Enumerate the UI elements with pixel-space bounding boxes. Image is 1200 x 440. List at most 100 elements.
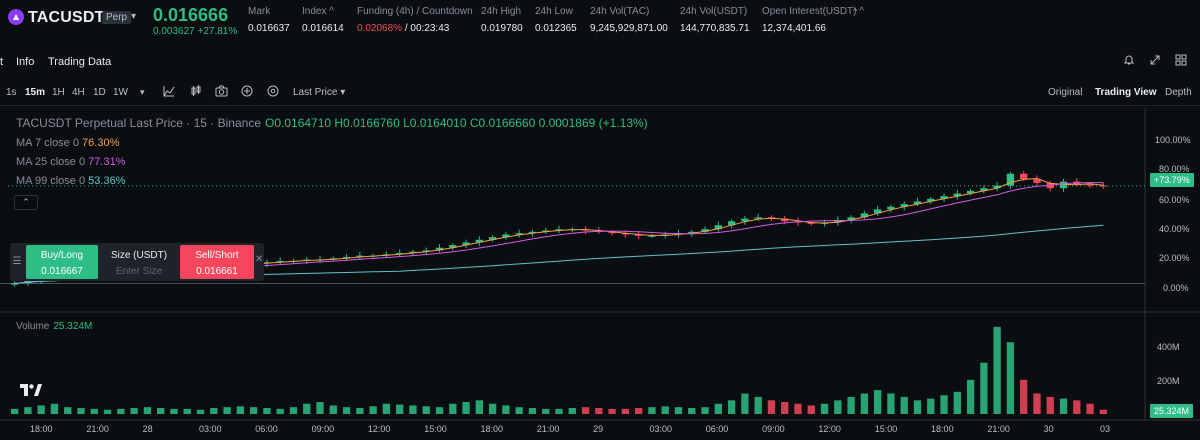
ma7-label: MA 7 close 0: [16, 137, 79, 149]
candle-body: [741, 218, 749, 222]
stat-value: 0.012365: [535, 23, 577, 34]
crosshair-settings-icon[interactable]: [267, 85, 279, 100]
close-icon[interactable]: ✕: [255, 254, 264, 265]
stat-value: 0.016637: [248, 23, 290, 34]
volume-bar: [1020, 379, 1028, 414]
volume-bar: [608, 408, 616, 414]
stat-value: 9,245,929,871.00: [590, 23, 668, 34]
camera-icon[interactable]: [215, 85, 228, 100]
legend-title: TACUSDT Perpetual Last Price · 15 · Bina…: [16, 116, 261, 130]
volume-bar: [807, 405, 815, 414]
price-type-select[interactable]: Last Price ▾: [293, 87, 345, 98]
drag-handle-icon[interactable]: ☰: [12, 256, 22, 267]
stat-open-interest[interactable]: Open Interest(USDT) ^ 12,374,401.66: [762, 6, 864, 34]
ma25-label: MA 25 close 0: [16, 156, 86, 168]
volume-bar: [1099, 409, 1108, 414]
volume-bar: [289, 407, 298, 414]
timeframe-1d[interactable]: 1D: [93, 87, 106, 98]
timeframe-1w[interactable]: 1W: [113, 87, 128, 98]
volume-bar: [767, 400, 776, 414]
add-indicator-icon[interactable]: [241, 85, 253, 100]
volume-bar: [873, 390, 882, 414]
volume-bar: [462, 402, 470, 414]
legend-ma25[interactable]: MA 25 close 0 77.31%: [16, 156, 125, 168]
volume-bar: [143, 407, 152, 414]
size-label: Size (USDT): [110, 250, 168, 261]
price-type-chevron-icon: ▾: [340, 87, 346, 98]
stat-value: 0.016614: [302, 23, 344, 34]
time-axis-tick: 09:00: [311, 424, 335, 434]
timeframe-1s[interactable]: 1s: [6, 87, 17, 98]
volume-bar: [449, 403, 457, 414]
layout-grid-icon[interactable]: [1175, 54, 1187, 69]
tab-info[interactable]: Info: [16, 56, 35, 68]
indicators-icon[interactable]: [163, 85, 175, 100]
candle-body: [860, 213, 869, 218]
timeframe-4h[interactable]: 4H: [72, 87, 85, 98]
candle-body: [781, 218, 789, 222]
candle-body: [754, 217, 762, 219]
candle-type-icon[interactable]: [190, 85, 202, 100]
symbol-dropdown-icon[interactable]: ▾: [131, 11, 137, 22]
volume-bar: [515, 407, 523, 414]
volume-bar: [369, 406, 377, 414]
bell-icon[interactable]: [1123, 54, 1135, 69]
expand-icon[interactable]: [1149, 54, 1161, 69]
timeframe-dropdown-icon[interactable]: ▾: [140, 87, 145, 97]
candle-body: [449, 245, 457, 248]
ticker-header: TACUSDT Perp ▾ 0.016666 0.003627 +27.81%…: [0, 0, 1200, 44]
time-axis-tick: 12:00: [367, 424, 391, 434]
volume-bar: [157, 408, 165, 414]
view-original[interactable]: Original: [1048, 87, 1083, 98]
stat-mark: Mark 0.016637: [248, 6, 290, 34]
candle-body: [714, 225, 722, 230]
tab-trading-data[interactable]: Trading Data: [48, 56, 112, 68]
stat-24h-vol-tac: 24h Vol(TAC) 9,245,929,871.00: [590, 6, 668, 34]
volume-legend: Volume 25.324M: [16, 321, 92, 332]
collapse-header-icon[interactable]: ^: [853, 6, 858, 16]
ma99-value: 53.36%: [88, 175, 126, 187]
timeframe-15m[interactable]: 15m: [25, 87, 46, 98]
volume-bar: [117, 408, 125, 414]
volume-bar: [581, 407, 590, 414]
buy-long-button[interactable]: Buy/Long 0.016667: [26, 245, 98, 279]
volume-bar: [1086, 403, 1094, 414]
funding-separator: /: [402, 23, 411, 34]
funding-rate: 0.02068%: [357, 23, 403, 34]
candle-body: [688, 231, 696, 234]
candle-body: [1006, 173, 1015, 186]
price-axis-tick: 80.00%: [1159, 164, 1190, 174]
sell-short-button[interactable]: Sell/Short 0.016661: [180, 245, 254, 279]
volume-bar: [316, 402, 324, 414]
stat-index[interactable]: Index ^ 0.016614: [302, 6, 344, 34]
symbol-name[interactable]: TACUSDT: [28, 9, 105, 26]
legend-ma7[interactable]: MA 7 close 0 76.30%: [16, 137, 119, 149]
time-axis-tick: 03:00: [198, 424, 222, 434]
candle-body: [422, 250, 430, 252]
tradingview-logo-icon: [20, 384, 44, 400]
price-axis-tick: 60.00%: [1159, 195, 1190, 205]
stat-label: 24h High: [481, 6, 522, 17]
volume-bar: [37, 405, 45, 414]
volume-bar: [329, 405, 337, 414]
volume-bar: [661, 406, 669, 414]
tab-chart[interactable]: t: [0, 56, 4, 68]
chart-area[interactable]: TACUSDT Perpetual Last Price · 15 · Bina…: [0, 108, 1200, 440]
volume-bar: [621, 408, 630, 414]
time-axis-tick: 29: [593, 424, 604, 434]
view-trading-view[interactable]: Trading View: [1095, 87, 1157, 98]
volume-bar: [77, 408, 85, 414]
time-axis-tick: 18:00: [931, 424, 954, 434]
volume-bar: [887, 393, 895, 414]
collapse-legend-button[interactable]: ⌃: [14, 195, 38, 210]
token-logo-icon: [8, 9, 24, 25]
stat-label: Index ^: [302, 6, 334, 17]
legend-ma99[interactable]: MA 99 close 0 53.36%: [16, 175, 125, 187]
chart-canvas[interactable]: [0, 108, 1200, 440]
candle-body: [608, 231, 616, 234]
timeframe-1h[interactable]: 1H: [52, 87, 65, 98]
size-input[interactable]: Size (USDT) Enter Size: [100, 245, 178, 279]
price-axis-tick: 0.00%: [1163, 283, 1189, 293]
view-depth[interactable]: Depth: [1165, 87, 1192, 98]
volume-value: 25.324M: [53, 321, 93, 332]
